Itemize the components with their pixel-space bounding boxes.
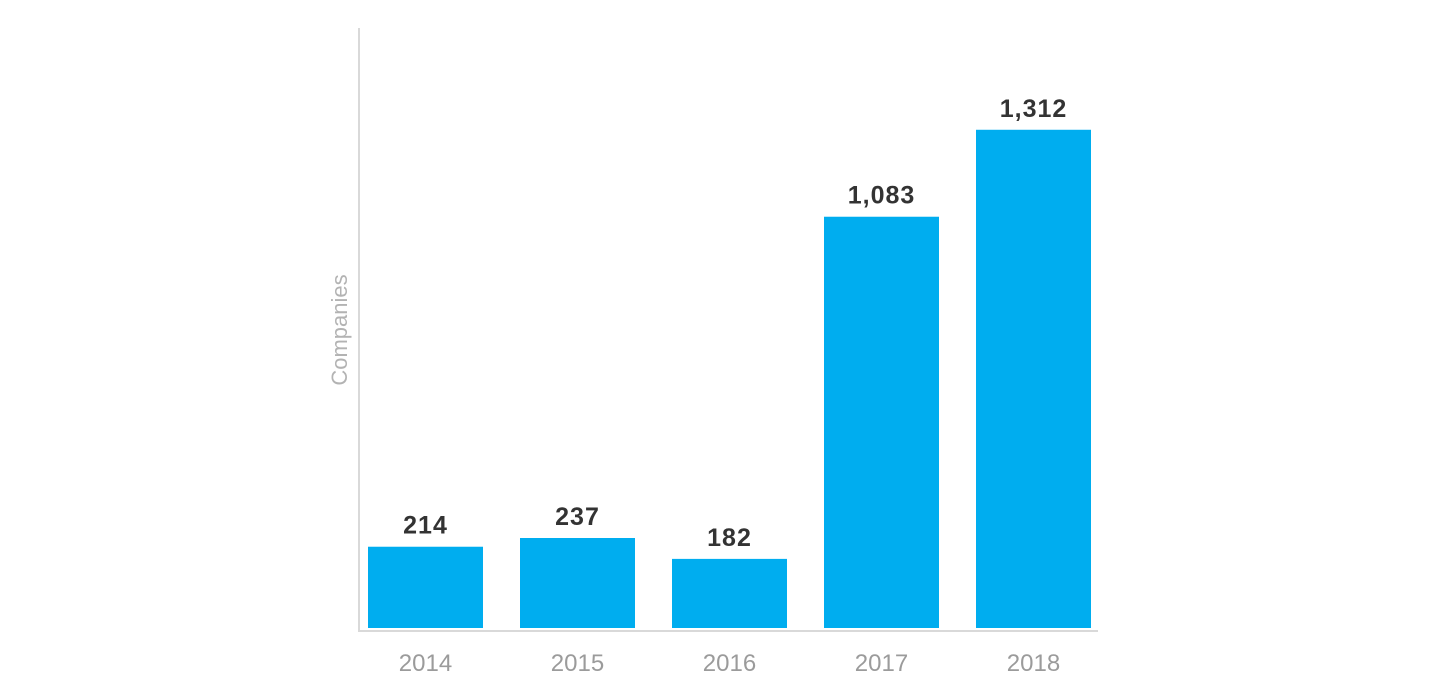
data-label-2017: 1,083	[848, 182, 916, 210]
bar-2017	[824, 216, 939, 628]
data-label-2016: 182	[707, 524, 752, 552]
bar-2015	[520, 538, 635, 628]
data-label-2015: 237	[555, 503, 600, 531]
data-label-2018: 1,312	[1000, 95, 1068, 123]
x-tick-label-2015: 2015	[551, 650, 604, 677]
y-axis-label: Companies	[327, 274, 352, 385]
data-label-2014: 214	[403, 512, 448, 540]
x-tick-labels-group: 2014 2015 2016 2017 2018	[399, 650, 1060, 677]
x-tick-label-2017: 2017	[855, 650, 908, 677]
bar-2016	[672, 558, 787, 628]
bar-2018	[976, 129, 1091, 628]
data-labels-group: 214 237 182 1,083 1,312	[403, 95, 1068, 552]
bar-2014	[368, 546, 483, 628]
x-tick-label-2018: 2018	[1007, 650, 1060, 677]
x-tick-label-2014: 2014	[399, 650, 452, 677]
x-tick-label-2016: 2016	[703, 650, 756, 677]
bars-group	[368, 129, 1091, 628]
